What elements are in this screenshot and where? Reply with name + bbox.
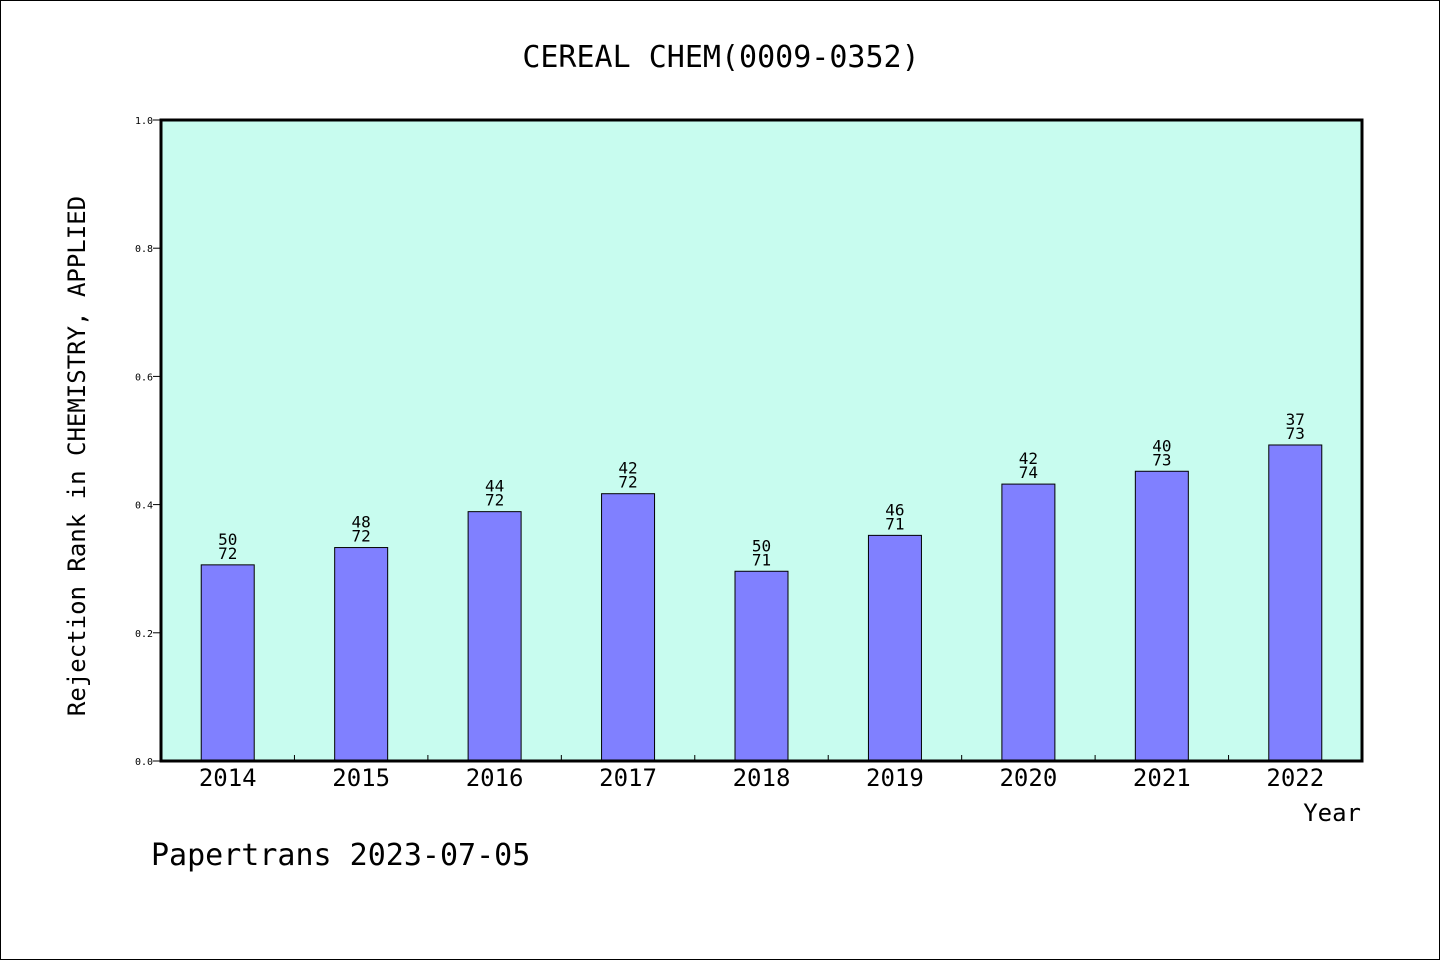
- x-category-label: 2019: [866, 764, 924, 792]
- x-axis-title: Year: [1303, 799, 1361, 827]
- x-category-label: 2017: [599, 764, 657, 792]
- footer-watermark: Papertrans 2023-07-05: [151, 838, 530, 873]
- chart-title: CEREAL CHEM(0009-0352): [522, 40, 919, 75]
- bar-label-top: 40: [1152, 436, 1171, 455]
- bar-label-top: 50: [752, 536, 771, 555]
- x-axis-categories: 2014 2015 2016 2017 2018 2019 2020 2021 2022: [199, 755, 1324, 792]
- bar-label-top: 50: [218, 530, 237, 549]
- bar-2014: [200, 564, 255, 762]
- x-category-label: 2022: [1266, 764, 1324, 792]
- bar-label-bottom: 72: [218, 544, 237, 563]
- bar-2018: [734, 570, 789, 762]
- bar-label-bottom: 73: [1286, 424, 1305, 443]
- x-category-label: 2018: [733, 764, 791, 792]
- bar-label-top: 48: [352, 513, 371, 532]
- y-tick-label: 0.4: [135, 501, 153, 512]
- bar-2021: [1134, 470, 1189, 762]
- x-category-label: 2020: [999, 764, 1057, 792]
- y-tick-label: 0.2: [135, 629, 153, 640]
- bar-2020: [1001, 483, 1056, 762]
- x-category-label: 2021: [1133, 764, 1191, 792]
- bar-2017: [601, 493, 656, 762]
- bar-label-bottom: 74: [1019, 463, 1038, 482]
- x-category-label: 2016: [466, 764, 524, 792]
- bar-2016: [467, 511, 522, 762]
- bar-label-bottom: 72: [485, 491, 504, 510]
- bar-label-bottom: 72: [618, 473, 637, 492]
- bar-2015: [334, 547, 389, 762]
- x-category-label: 2014: [199, 764, 257, 792]
- y-tick-label: 0.8: [135, 244, 153, 255]
- y-tick-label: 0.6: [135, 372, 153, 383]
- y-axis-ticks: 0.0 0.2 0.4 0.6 0.8 1.0: [135, 116, 161, 768]
- bar-label-top: 37: [1286, 410, 1305, 429]
- bar-label-bottom: 71: [752, 550, 771, 569]
- y-tick-label: 0.0: [135, 757, 153, 768]
- bar-label-top: 42: [1019, 449, 1038, 468]
- bar-2022: [1268, 444, 1323, 762]
- y-tick-label: 1.0: [135, 116, 153, 127]
- bar-label-bottom: 71: [885, 514, 904, 533]
- bar-label-top: 42: [618, 459, 637, 478]
- bar-2019: [867, 534, 922, 762]
- x-category-label: 2015: [332, 764, 390, 792]
- bar-series: [200, 444, 1323, 762]
- y-axis-title: Rejection Rank in CHEMISTRY, APPLIED: [63, 196, 91, 716]
- bar-label-bottom: 73: [1152, 450, 1171, 469]
- bar-label-bottom: 72: [352, 527, 371, 546]
- plot-frame: [159, 118, 1364, 763]
- bar-label-top: 44: [485, 477, 504, 496]
- bar-label-top: 46: [885, 500, 904, 519]
